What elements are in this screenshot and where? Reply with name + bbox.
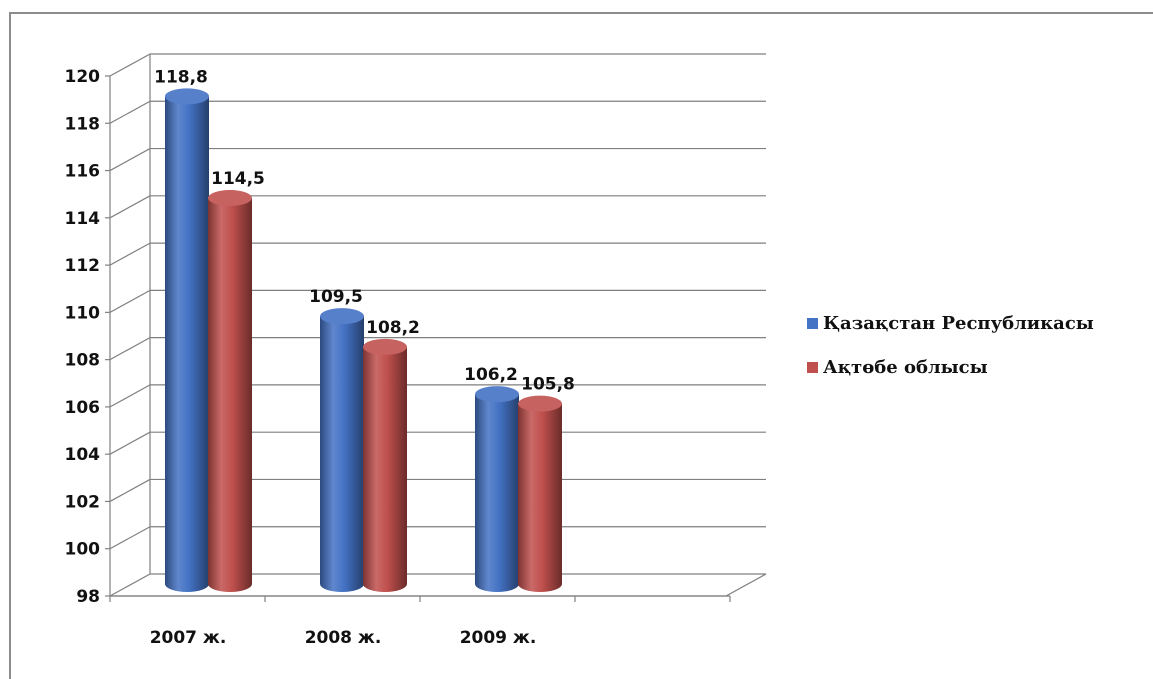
y-tick-label: 100 bbox=[65, 540, 101, 560]
data-label: 105,8 bbox=[521, 375, 575, 395]
y-tick-label: 110 bbox=[65, 303, 101, 323]
bar-kazakhstan bbox=[165, 88, 209, 592]
y-tick-label: 120 bbox=[65, 67, 101, 87]
x-category-label: 2007 ж. bbox=[150, 628, 227, 648]
gridline-side bbox=[109, 478, 151, 502]
y-tick-label: 118 bbox=[65, 114, 101, 134]
legend-swatch-kazakhstan bbox=[807, 318, 818, 329]
legend-label-aktobe: Ақтөбе облысы bbox=[823, 357, 988, 378]
bar-kazakhstan bbox=[320, 308, 364, 592]
y-tick-label: 104 bbox=[65, 445, 101, 465]
y-tick-label: 116 bbox=[65, 162, 101, 182]
bar-kazakhstan bbox=[475, 386, 519, 592]
gridline-side bbox=[109, 148, 151, 172]
bar-aktobe bbox=[208, 190, 252, 592]
y-tick-label: 112 bbox=[65, 256, 101, 276]
data-label: 114,5 bbox=[211, 169, 265, 189]
y-tick-label: 106 bbox=[65, 398, 101, 418]
legend-label-kazakhstan: Қазақстан Республикасы bbox=[823, 313, 1094, 334]
data-label: 106,2 bbox=[464, 365, 518, 385]
gridline-side bbox=[109, 289, 151, 313]
gridline-side bbox=[109, 384, 151, 408]
y-tick-label: 98 bbox=[76, 587, 100, 607]
gridline-side bbox=[109, 100, 151, 124]
gridline-side bbox=[109, 53, 151, 77]
gridline-side bbox=[109, 242, 151, 266]
data-label: 118,8 bbox=[154, 67, 208, 87]
bar-aktobe bbox=[518, 395, 562, 592]
gridline-side bbox=[109, 337, 151, 361]
gridline-side bbox=[109, 526, 151, 550]
x-category-label: 2008 ж. bbox=[305, 628, 382, 648]
data-label: 109,5 bbox=[309, 287, 363, 307]
y-tick-label: 108 bbox=[65, 351, 101, 371]
gridline-side bbox=[109, 195, 151, 219]
x-category-label: 2009 ж. bbox=[460, 628, 537, 648]
gridline-side bbox=[109, 431, 151, 455]
y-tick-label: 114 bbox=[65, 209, 101, 229]
y-tick-label: 102 bbox=[65, 492, 101, 512]
data-label: 108,2 bbox=[366, 318, 420, 338]
bar-aktobe bbox=[363, 338, 407, 592]
legend-swatch-aktobe bbox=[807, 362, 818, 373]
